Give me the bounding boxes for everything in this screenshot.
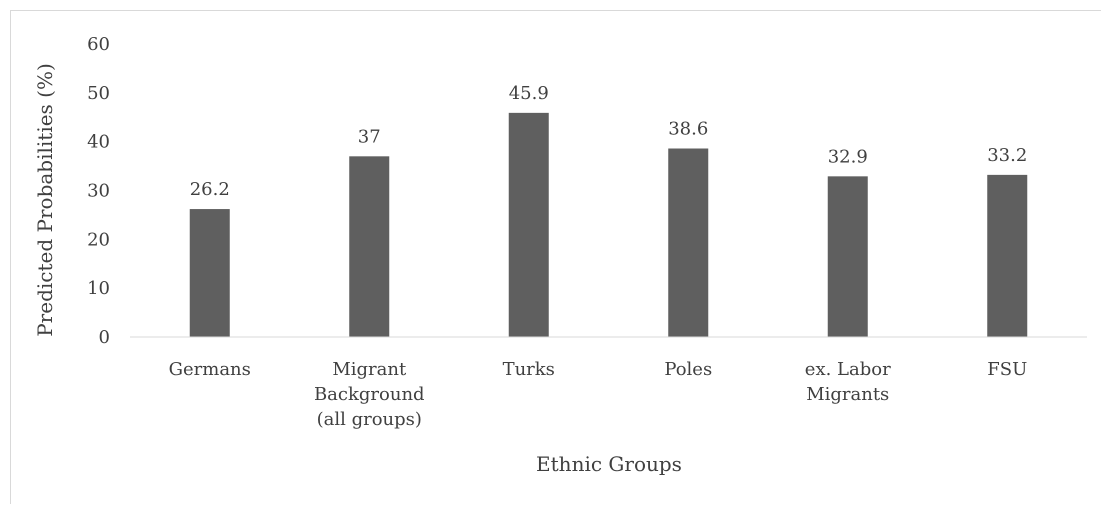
y-tick-label: 10 bbox=[87, 278, 110, 299]
x-tick-label: FSU bbox=[987, 359, 1027, 380]
y-axis-title: Predicted Probabilities (%) bbox=[33, 63, 57, 337]
y-tick-label: 40 bbox=[87, 132, 110, 153]
x-tick-label: Germans bbox=[169, 359, 251, 380]
y-tick-label: 30 bbox=[87, 181, 110, 202]
bar bbox=[508, 112, 549, 337]
data-label: 38.6 bbox=[668, 119, 708, 140]
x-axis-category-labels: Germans Migrant Background (all groups) Turk… bbox=[169, 359, 1028, 430]
chart-frame bbox=[10, 10, 1101, 504]
data-label: 45.9 bbox=[509, 83, 549, 104]
data-label: 33.2 bbox=[987, 145, 1027, 166]
y-tick-label: 50 bbox=[87, 83, 110, 104]
x-axis-title: Ethnic Groups bbox=[536, 452, 682, 476]
data-labels-group: 26.2 37 45.9 38.6 32.9 33.2 bbox=[190, 83, 1028, 200]
bar bbox=[189, 209, 230, 337]
x-tick-label: Turks bbox=[503, 359, 555, 380]
x-tick-label: Migrant Background (all groups) bbox=[314, 359, 425, 430]
y-tick-label: 20 bbox=[87, 229, 110, 250]
data-label: 26.2 bbox=[190, 179, 230, 200]
y-axis-ticks: 0 10 20 30 40 50 60 bbox=[87, 34, 110, 348]
y-tick-label: 0 bbox=[99, 327, 110, 348]
data-label: 32.9 bbox=[828, 146, 868, 167]
bar bbox=[349, 156, 390, 337]
x-tick-label: ex. Labor Migrants bbox=[805, 359, 891, 405]
bars-group bbox=[189, 112, 1028, 337]
bar bbox=[668, 148, 709, 337]
x-tick-label: Poles bbox=[664, 359, 712, 380]
bar bbox=[987, 174, 1028, 337]
bar bbox=[827, 176, 868, 337]
y-tick-label: 60 bbox=[87, 34, 110, 55]
data-label: 37 bbox=[358, 126, 381, 147]
